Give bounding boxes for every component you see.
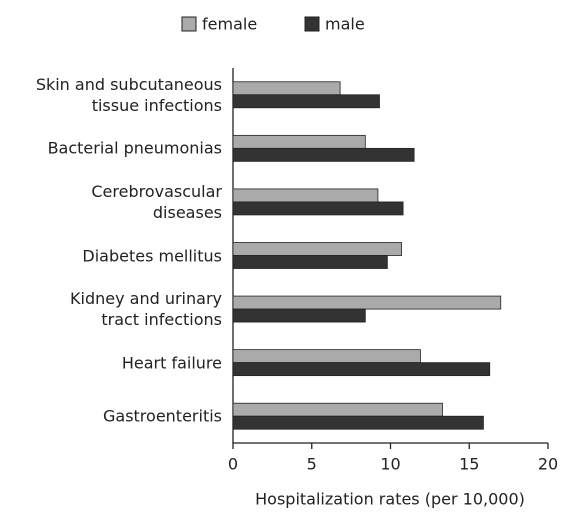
bar <box>232 402 443 417</box>
x-tick-label: 5 <box>307 455 317 474</box>
bar <box>232 415 484 430</box>
bar <box>232 242 402 256</box>
category-label: Gastroenteritis <box>102 406 222 426</box>
bar <box>232 308 366 323</box>
category-label: Skin and subcutaneous tissue infections <box>35 74 222 115</box>
x-tick-label: 0 <box>228 455 238 474</box>
bar <box>232 94 380 109</box>
category-label: Cerebrovascular diseases <box>91 181 222 222</box>
legend-swatch <box>304 16 320 32</box>
legend-swatch <box>181 16 197 32</box>
bar <box>232 255 388 269</box>
x-tick-label: 15 <box>459 455 479 474</box>
x-tick-label: 10 <box>380 455 400 474</box>
category-label: Diabetes mellitus <box>82 246 222 265</box>
category-label: Kidney and urinary tract infections <box>70 289 222 330</box>
category-label: Heart failure <box>121 353 222 373</box>
x-tick-label: 20 <box>538 455 558 474</box>
x-axis-label: Hospitalization rates (per 10,000) <box>255 490 525 509</box>
legend-label: female <box>202 15 257 34</box>
bar <box>232 188 379 203</box>
bar <box>232 81 341 96</box>
legend-label: male <box>325 15 365 34</box>
bar <box>232 295 502 310</box>
bar <box>232 134 366 149</box>
category-label: Bacterial pneumonias <box>47 138 222 158</box>
bar <box>232 201 404 216</box>
bar <box>232 147 415 162</box>
bar <box>232 362 491 377</box>
bar <box>232 349 421 364</box>
